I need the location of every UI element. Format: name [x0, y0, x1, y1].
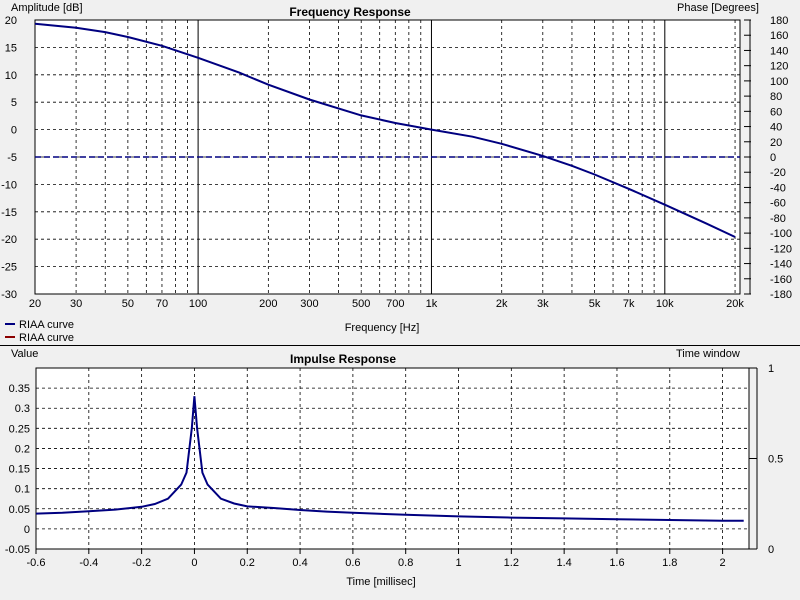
value-tick-label: 0.15	[9, 464, 30, 476]
time-tick-label: 0	[191, 557, 197, 569]
time-tick-label: -0.6	[27, 557, 46, 569]
phase-tick-label: -80	[770, 213, 786, 225]
frequency-x-tick-labels: 20 30 50 70 100 200 300 500 700 1k 2k 3k 5k 7k 10k 20k	[29, 298, 745, 310]
time-tick-label: 0.8	[398, 557, 413, 569]
frequency-response-chart: 20 30 50 70 100 200 300 500 700 1k 2k 3k 5k 7k 10k 20k …	[1, 2, 792, 344]
phase-tick-label: 160	[770, 30, 788, 42]
phase-tick-label: -160	[770, 274, 792, 286]
time-tick-label: 1.4	[556, 557, 571, 569]
value-tick-label: 0.05	[9, 504, 30, 516]
amplitude-tick-label: 20	[5, 15, 17, 27]
time-window-tick-label: 1	[768, 363, 774, 375]
frequency-tick-label: 70	[156, 298, 168, 310]
phase-tick-label: 40	[770, 122, 782, 134]
amplitude-tick-label: -20	[1, 234, 17, 246]
frequency-tick-label: 2k	[496, 298, 508, 310]
value-tick-label: 0.1	[15, 484, 30, 496]
frequency-tick-label: 20k	[726, 298, 744, 310]
amplitude-tick-label: -15	[1, 207, 17, 219]
value-tick-label: 0.25	[9, 423, 30, 435]
frequency-tick-label: 300	[300, 298, 318, 310]
time-tick-label: 1.2	[504, 557, 519, 569]
amplitude-tick-label: 15	[5, 42, 17, 54]
frequency-tick-label: 200	[259, 298, 277, 310]
amplitude-tick-label: -30	[1, 289, 17, 301]
time-window-tick-label: 0	[768, 544, 774, 556]
value-tick-label: 0.35	[9, 383, 30, 395]
time-tick-label: 1.8	[662, 557, 677, 569]
frequency-tick-label: 30	[70, 298, 82, 310]
phase-tick-label: 20	[770, 137, 782, 149]
time-axis-label: Time [millisec]	[346, 576, 415, 588]
phase-tick-label: -180	[770, 289, 792, 301]
time-tick-label: 0.4	[292, 557, 307, 569]
frequency-tick-label: 1k	[426, 298, 438, 310]
frequency-chart-title: Frequency Response	[289, 5, 411, 19]
frequency-tick-label: 20	[29, 298, 41, 310]
value-tick-label: -0.05	[5, 544, 30, 556]
amplitude-tick-label: -25	[1, 262, 17, 274]
frequency-axis-label: Frequency [Hz]	[345, 322, 420, 334]
amplitude-tick-label: 0	[11, 125, 17, 137]
legend-label-phase: RIAA curve	[19, 332, 74, 344]
time-tick-label: 2	[720, 557, 726, 569]
time-window-tick-label: 0.5	[768, 454, 783, 466]
time-tick-label: 1	[455, 557, 461, 569]
value-tick-label: 0.2	[15, 443, 30, 455]
phase-y2-tick-labels: 180 160 140 120 100 80 60 40 20 0 -20 -40 -60 -80 -100…	[744, 15, 792, 301]
phase-tick-label: 100	[770, 76, 788, 88]
frequency-tick-label: 500	[352, 298, 370, 310]
frequency-tick-label: 50	[122, 298, 134, 310]
phase-tick-label: 120	[770, 61, 788, 73]
frequency-tick-label: 5k	[589, 298, 601, 310]
time-tick-label: 0.6	[345, 557, 360, 569]
time-window-axis-label: Time window	[676, 348, 740, 360]
time-window-y2-tick-labels: 10.50	[749, 363, 783, 556]
legend-label-amplitude: RIAA curve	[19, 319, 74, 331]
phase-tick-label: -40	[770, 182, 786, 194]
time-x-tick-labels: -0.6 -0.4 -0.2 0 0.2 0.4 0.6 0.8 1 1.2 1.4 1.6 1.8 2	[27, 549, 726, 569]
amplitude-axis-label: Amplitude [dB]	[11, 2, 83, 14]
phase-tick-label: 140	[770, 45, 788, 57]
impulse-response-chart: -0.6 -0.4 -0.2 0 0.2 0.4 0.6 0.8 1 1.2 1.4 1.6 1.8 2 …	[5, 348, 783, 588]
phase-tick-label: 0	[770, 152, 776, 164]
amplitude-y-tick-labels: 20 15 10 5 0 -5 -10 -15 -20 -25 -30	[1, 15, 17, 301]
impulse-chart-title: Impulse Response	[290, 352, 396, 366]
amplitude-tick-label: 5	[11, 97, 17, 109]
time-tick-label: 1.6	[609, 557, 624, 569]
amplitude-tick-label: -5	[7, 152, 17, 164]
phase-tick-label: -120	[770, 243, 792, 255]
impulse-series	[35, 396, 744, 522]
time-tick-label: 0.2	[240, 557, 255, 569]
value-tick-label: 0	[24, 524, 30, 536]
impulse-plot-area[interactable]	[36, 368, 749, 549]
legend: RIAA curve RIAA curve	[5, 319, 74, 344]
amplitude-tick-label: 10	[5, 70, 17, 82]
phase-tick-label: -20	[770, 167, 786, 179]
impulse-series-line	[35, 396, 744, 522]
phase-tick-label: -140	[770, 259, 792, 271]
frequency-tick-label: 10k	[656, 298, 674, 310]
value-y-tick-labels: 0.35 0.3 0.25 0.2 0.15 0.1 0.05 0 -0.05	[5, 383, 30, 556]
frequency-tick-label: 100	[189, 298, 207, 310]
phase-tick-label: 180	[770, 15, 788, 27]
phase-tick-label: 60	[770, 106, 782, 118]
time-tick-label: -0.4	[79, 557, 98, 569]
phase-tick-label: 80	[770, 91, 782, 103]
amplitude-tick-label: -10	[1, 179, 17, 191]
frequency-series	[34, 22, 740, 238]
time-tick-label: -0.2	[132, 557, 151, 569]
frequency-tick-label: 700	[386, 298, 404, 310]
amplitude-series-line	[34, 22, 736, 238]
phase-tick-label: -60	[770, 198, 786, 210]
frequency-tick-label: 3k	[537, 298, 549, 310]
value-tick-label: 0.3	[15, 403, 30, 415]
frequency-grid	[34, 19, 741, 295]
phase-tick-label: -100	[770, 228, 792, 240]
phase-axis-label: Phase [Degrees]	[677, 2, 759, 14]
value-axis-label: Value	[11, 348, 38, 360]
frequency-tick-label: 7k	[623, 298, 635, 310]
